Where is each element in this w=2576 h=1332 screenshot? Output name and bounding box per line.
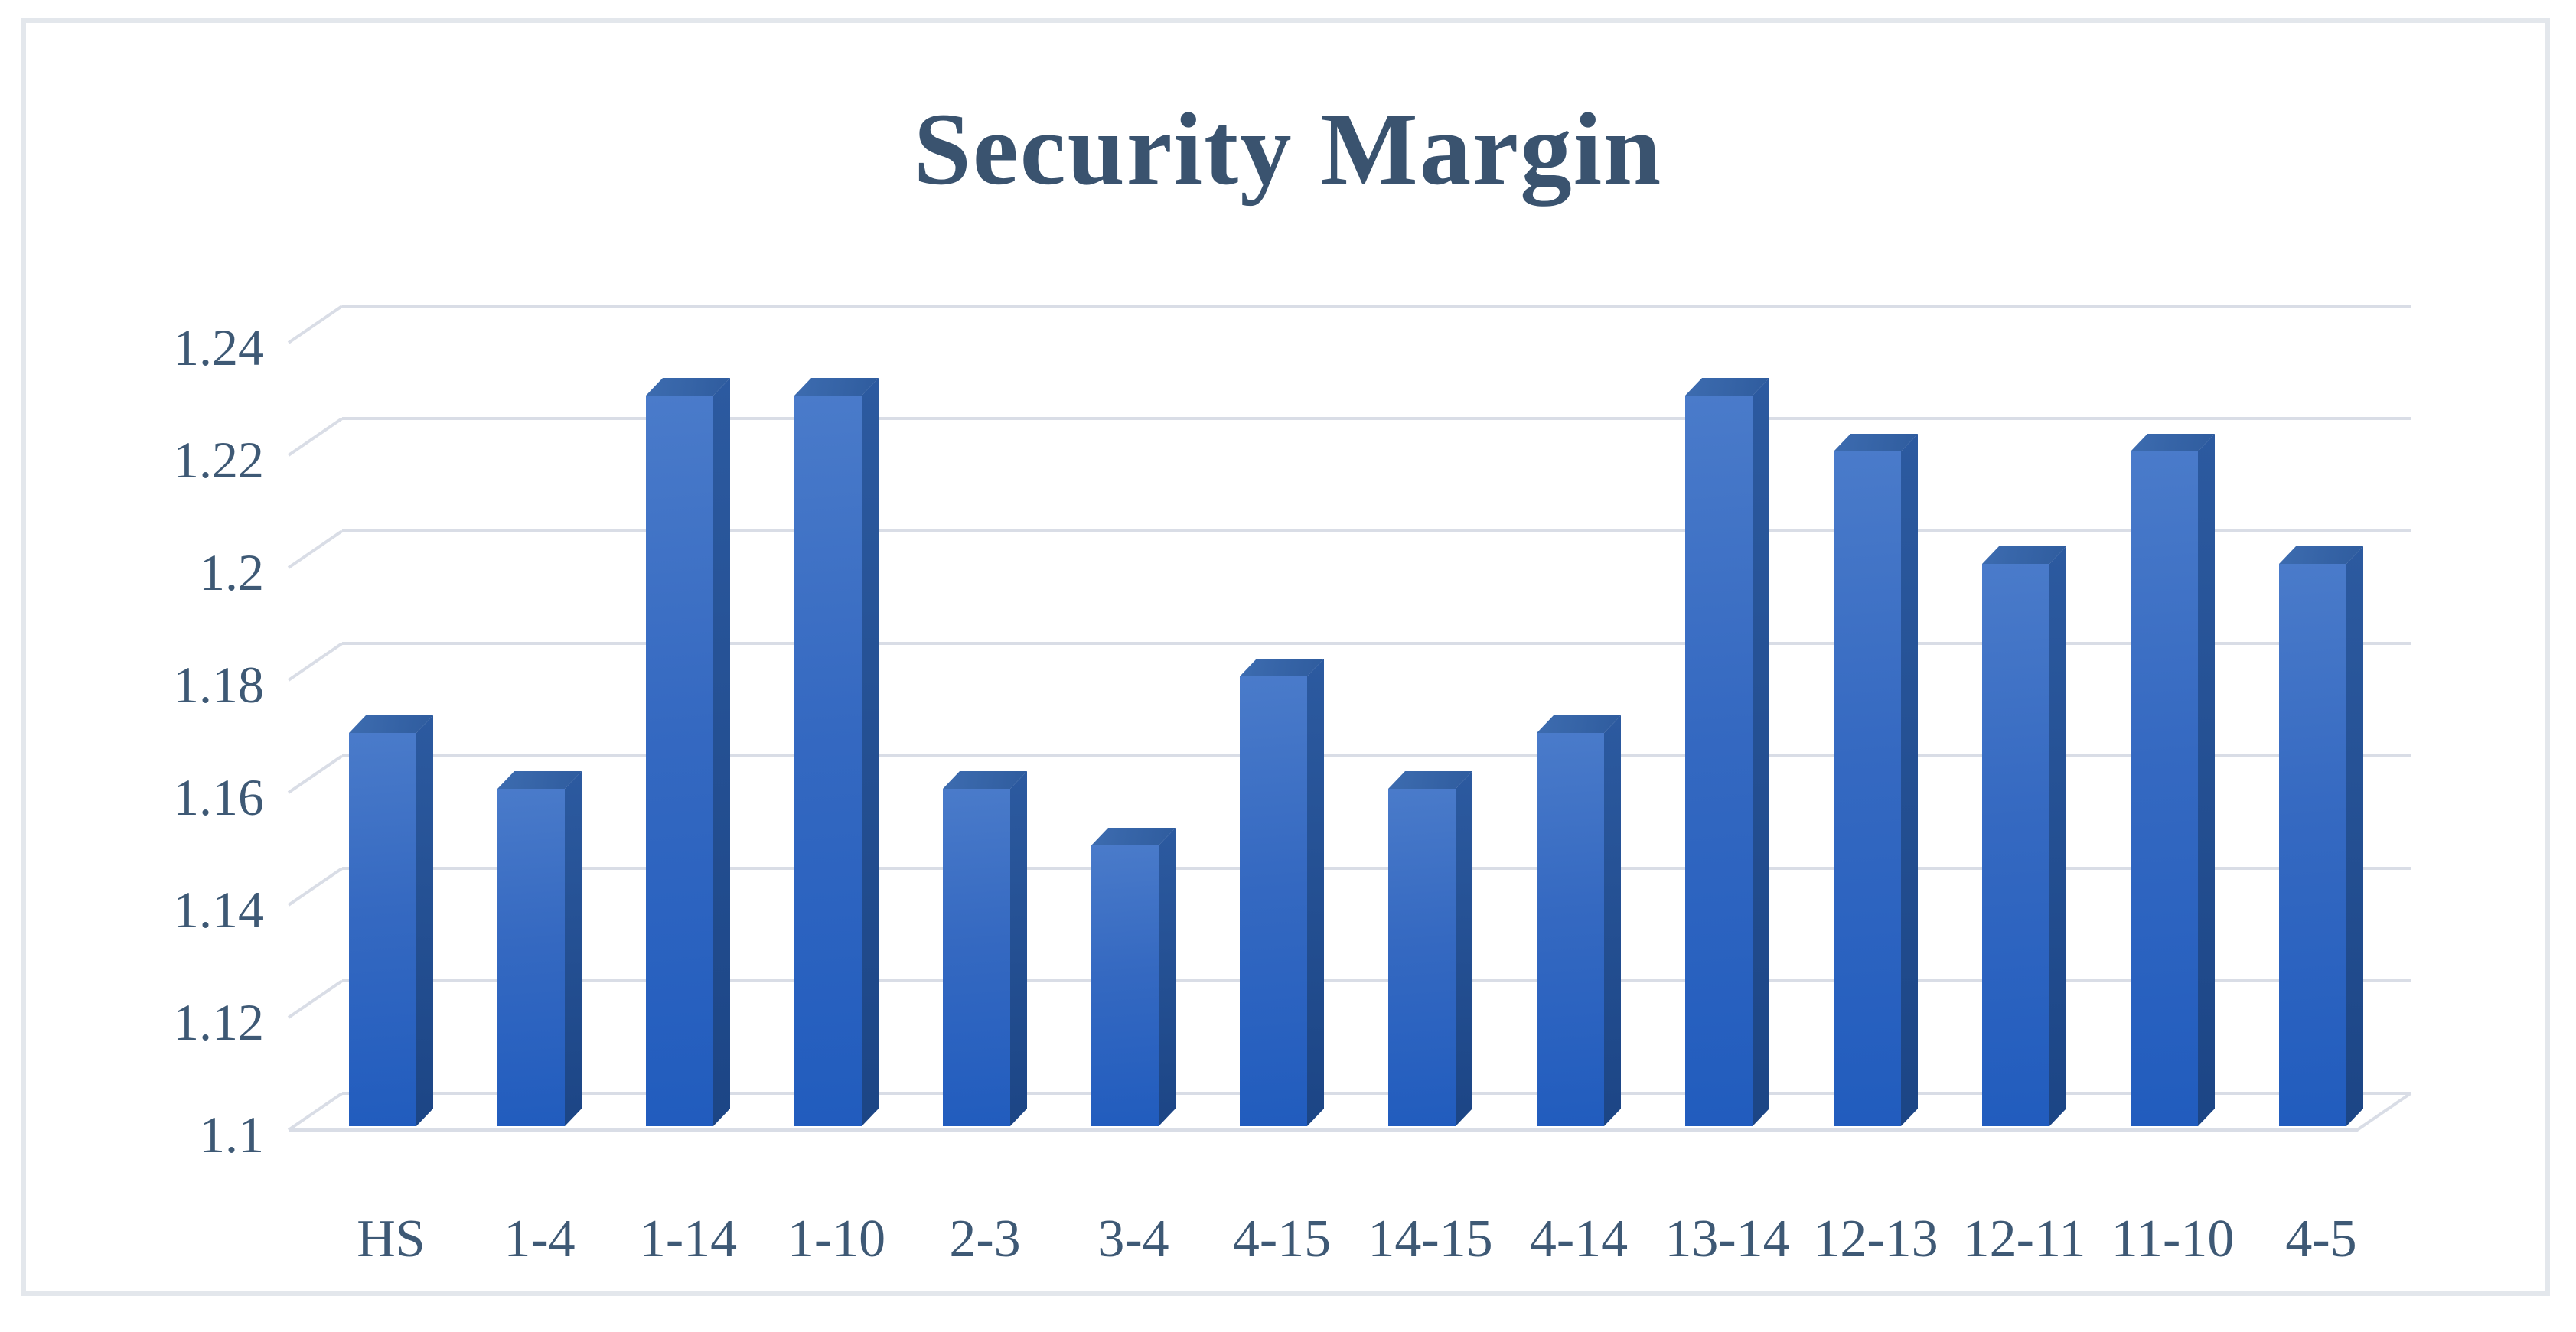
bar-side-face bbox=[2049, 546, 2066, 1126]
y-tick-label: 1.16 bbox=[173, 768, 264, 826]
gridline bbox=[287, 754, 344, 794]
y-tick-label: 1.1 bbox=[199, 1106, 264, 1164]
bar-front-face bbox=[1685, 396, 1753, 1126]
bar-side-face bbox=[1753, 378, 1769, 1126]
bar-side-face bbox=[1456, 771, 1472, 1126]
gridline bbox=[287, 867, 344, 907]
x-tick-label: 1-10 bbox=[787, 1210, 886, 1268]
x-tick-label: 1-14 bbox=[638, 1210, 738, 1268]
bar-front-face bbox=[2131, 451, 2198, 1126]
y-tick-label: 1.14 bbox=[173, 881, 264, 939]
y-tick-label: 1.22 bbox=[173, 431, 264, 489]
bar-side-face bbox=[1901, 434, 1918, 1126]
bar-side-face bbox=[2346, 546, 2363, 1126]
bar-front-face bbox=[1091, 845, 1159, 1126]
bar-front-face bbox=[1537, 733, 1604, 1126]
x-tick-label: 1-4 bbox=[504, 1210, 576, 1268]
bar-side-face bbox=[713, 378, 730, 1126]
bar-side-face bbox=[2198, 434, 2215, 1126]
bar-top-face bbox=[1685, 378, 1769, 396]
bar-top-face bbox=[1537, 715, 1621, 733]
bar-top-face bbox=[794, 378, 879, 396]
bar-front-face bbox=[794, 396, 862, 1126]
x-tick-label: 2-3 bbox=[949, 1210, 1021, 1268]
bar-top-face bbox=[2131, 434, 2215, 451]
bar-side-face bbox=[416, 715, 433, 1126]
gridline bbox=[287, 417, 344, 457]
x-tick-label: 4-14 bbox=[1529, 1210, 1629, 1268]
chart-title: Security Margin bbox=[913, 93, 1663, 207]
bar-top-face bbox=[1388, 771, 1472, 789]
gridline bbox=[287, 529, 344, 569]
bar-top-face bbox=[349, 715, 433, 733]
bar-front-face bbox=[1982, 564, 2049, 1126]
x-tick-label: 14-15 bbox=[1368, 1210, 1493, 1268]
bar-top-face bbox=[1091, 828, 1176, 845]
bar-front-face bbox=[1834, 451, 1901, 1126]
bar-front-face bbox=[646, 396, 713, 1126]
x-tick-label: 4-15 bbox=[1232, 1210, 1332, 1268]
bar-side-face bbox=[862, 378, 879, 1126]
bar-top-face bbox=[1240, 659, 1324, 676]
plot-floor-edge bbox=[289, 1092, 2412, 1132]
bar-front-face bbox=[1240, 676, 1307, 1126]
x-tick-label: 11-10 bbox=[2111, 1210, 2235, 1268]
bar-front-face bbox=[349, 733, 416, 1126]
bar-top-face bbox=[2279, 546, 2363, 564]
bar-side-face bbox=[1307, 659, 1324, 1126]
bar-side-face bbox=[1604, 715, 1621, 1126]
x-tick-label: 12-11 bbox=[1962, 1210, 2086, 1268]
y-tick-label: 1.18 bbox=[173, 656, 264, 714]
bar-top-face bbox=[1834, 434, 1918, 451]
y-tick-label: 1.2 bbox=[199, 543, 264, 601]
bar-side-face bbox=[565, 771, 582, 1126]
bar-top-face bbox=[1982, 546, 2066, 564]
y-tick-label: 1.12 bbox=[173, 993, 264, 1051]
bar-top-face bbox=[646, 378, 730, 396]
gridline bbox=[287, 305, 344, 344]
x-tick-label: 12-13 bbox=[1813, 1210, 1939, 1268]
x-tick-label: HS bbox=[357, 1210, 426, 1268]
x-tick-label: 13-14 bbox=[1665, 1210, 1790, 1268]
bar-front-face bbox=[943, 789, 1010, 1126]
bar-front-face bbox=[2279, 564, 2346, 1126]
bar-front-face bbox=[1388, 789, 1456, 1126]
x-tick-label: 4-5 bbox=[2285, 1210, 2357, 1268]
gridline bbox=[287, 642, 344, 682]
x-tick-label: 3-4 bbox=[1097, 1210, 1169, 1268]
y-tick-label: 1.24 bbox=[173, 318, 264, 376]
bar-front-face bbox=[497, 789, 565, 1126]
gridline bbox=[287, 1092, 344, 1132]
bar-top-face bbox=[943, 771, 1027, 789]
bar-side-face bbox=[1159, 828, 1176, 1126]
gridline bbox=[287, 979, 344, 1019]
bar-top-face bbox=[497, 771, 582, 789]
bar-side-face bbox=[1010, 771, 1027, 1126]
